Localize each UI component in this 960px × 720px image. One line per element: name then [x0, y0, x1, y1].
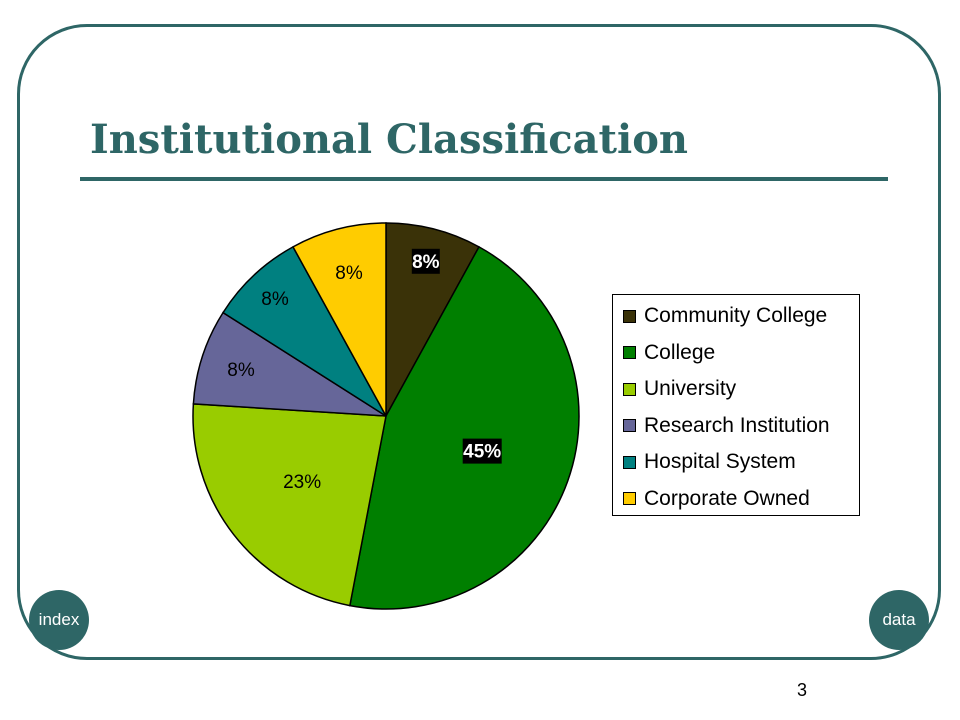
legend-item: Research Institution — [623, 411, 830, 441]
legend-swatch — [623, 492, 636, 505]
pie-slice-label: 45% — [462, 438, 502, 464]
legend-item: College — [623, 338, 715, 368]
pie-slice-research-institution — [192, 311, 387, 417]
legend-label: Research Institution — [644, 413, 830, 437]
legend-swatch — [623, 419, 636, 432]
legend-swatch — [623, 455, 636, 469]
slide-title: Institutional Classification — [90, 116, 688, 163]
legend-swatch — [623, 346, 636, 359]
chart-legend: Community College College University Resear… — [612, 294, 860, 516]
pie-slice-label: 8% — [411, 248, 440, 274]
title-underline — [80, 177, 888, 181]
data-button[interactable]: data — [869, 590, 929, 650]
pie-slice-corporate-owned — [292, 222, 387, 417]
legend-item: Community College — [623, 301, 827, 331]
legend-label: College — [644, 340, 716, 364]
index-button[interactable]: index — [29, 590, 89, 650]
pie-label-text: 8% — [412, 252, 440, 273]
pie-label-text: 8% — [335, 263, 363, 284]
slide-frame — [17, 24, 941, 660]
legend-item: University — [623, 374, 736, 404]
pie-slice-label: 23% — [283, 472, 321, 493]
legend-swatch — [623, 382, 636, 396]
pie-slice-university — [192, 403, 387, 607]
pie-label-background — [462, 438, 502, 464]
legend-item: Hospital System — [623, 447, 796, 477]
pie-slice-college — [348, 245, 580, 610]
legend-label: Corporate Owned — [644, 486, 810, 510]
page-number: 3 — [797, 680, 808, 700]
pie-slice-label: 8% — [261, 289, 289, 310]
pie-slice-community-college — [385, 222, 480, 417]
legend-label: Hospital System — [644, 450, 796, 473]
legend-item: Corporate Owned — [623, 484, 810, 514]
pie-slice-label: 8% — [335, 263, 363, 284]
legend-label: University — [644, 377, 737, 400]
pie-slice-label: 8% — [227, 360, 255, 381]
pie-label-text: 8% — [261, 289, 289, 310]
pie-label-text: 45% — [463, 442, 501, 463]
legend-swatch — [623, 309, 636, 323]
pie-label-text: 8% — [227, 360, 255, 381]
pie-label-background — [411, 248, 440, 274]
pie-slice-hospital-system — [222, 245, 387, 417]
pie-label-text: 23% — [283, 472, 321, 493]
legend-label: Community College — [644, 304, 828, 327]
